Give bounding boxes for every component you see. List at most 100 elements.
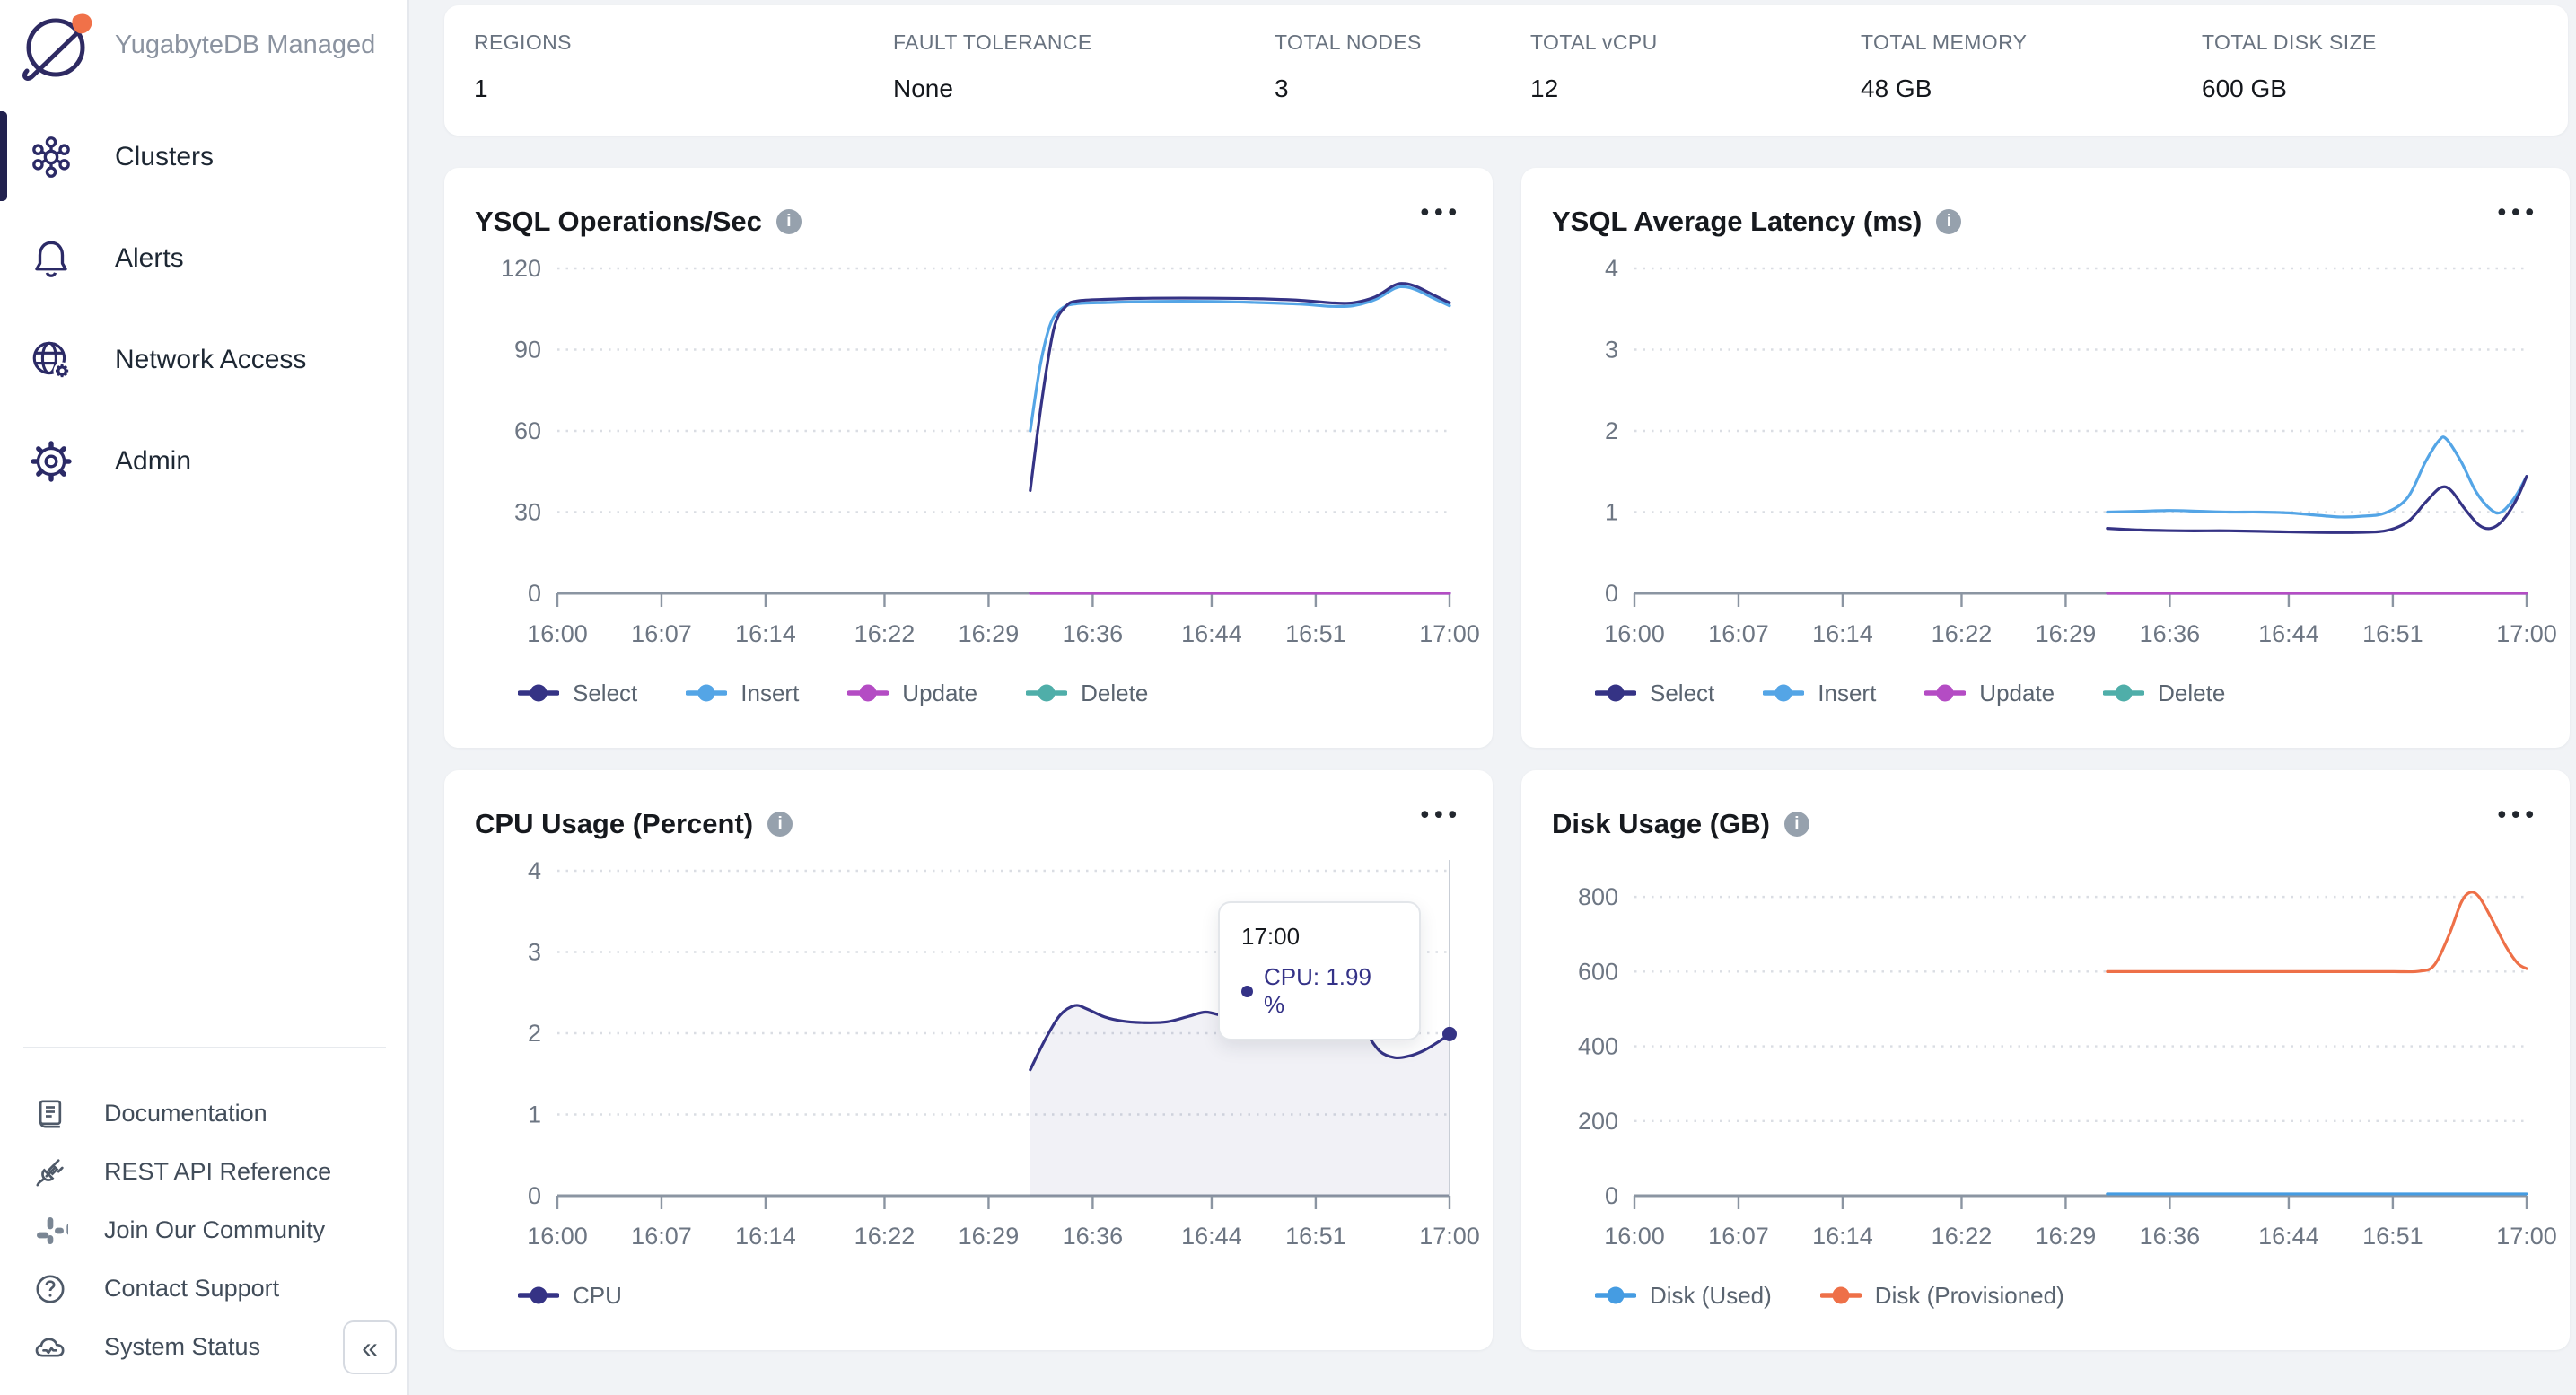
svg-text:16:00: 16:00 — [1604, 620, 1665, 647]
brand-name: YugabyteDB Managed — [115, 30, 376, 59]
info-icon[interactable]: i — [1936, 209, 1962, 234]
legend-item[interactable]: Update — [1924, 680, 2055, 707]
svg-text:1: 1 — [1605, 499, 1618, 526]
svg-text:4: 4 — [1605, 255, 1618, 282]
svg-text:1: 1 — [528, 1101, 541, 1128]
card-menu-button[interactable]: ••• — [1420, 801, 1462, 828]
sidebar-item-clusters[interactable]: Clusters — [0, 106, 407, 207]
card-menu-button[interactable]: ••• — [2497, 801, 2539, 828]
gear-icon — [31, 440, 72, 482]
sidebar-link-label: Documentation — [104, 1100, 267, 1127]
legend-marker — [686, 684, 728, 702]
legend-marker — [847, 684, 889, 702]
sidebar-link-system-status[interactable]: System Status — [0, 1318, 407, 1376]
legend-item[interactable]: Delete — [2103, 680, 2225, 707]
sidebar-link-documentation[interactable]: Documentation — [0, 1084, 407, 1143]
ysql-operations-chart[interactable]: 0 30 60 90 120 16:00 16:07 16:14 16:22 16:29 16:36… — [475, 249, 1480, 671]
legend-item[interactable]: Delete — [1026, 680, 1148, 707]
tooltip-time: 17:00 — [1241, 923, 1301, 950]
ysql-latency-chart[interactable]: 0 1 2 3 4 16:00 16:07 16:14 16:22 16:29 16:36 16:44… — [1552, 249, 2557, 671]
disk-usage-chart[interactable]: 0 200 400 600 800 16:00 16:07 16:14 16:22 16:29 16… — [1552, 851, 2557, 1273]
svg-text:16:14: 16:14 — [735, 620, 796, 647]
sidebar-collapse-button[interactable]: « — [343, 1320, 397, 1374]
card-menu-button[interactable]: ••• — [2497, 198, 2539, 225]
legend-marker — [1595, 684, 1636, 702]
svg-text:2: 2 — [528, 1020, 541, 1047]
legend-label: Update — [1979, 679, 2055, 706]
legend-item[interactable]: Select — [518, 680, 637, 707]
sidebar-link-community[interactable]: Join Our Community — [0, 1201, 407, 1259]
stat-value: None — [893, 75, 953, 102]
svg-text:16:07: 16:07 — [1708, 620, 1769, 647]
svg-text:800: 800 — [1578, 883, 1618, 910]
legend-marker — [518, 1286, 559, 1304]
svg-text:200: 200 — [1578, 1108, 1618, 1135]
legend-label: Select — [1650, 679, 1715, 706]
sidebar-item-admin[interactable]: Admin — [0, 410, 407, 512]
svg-text:2: 2 — [1605, 417, 1618, 444]
chart-legend: CPU — [518, 1273, 1462, 1318]
chart-title: YSQL Operations/Sec — [475, 206, 762, 237]
legend-marker — [1819, 1286, 1862, 1304]
legend-item[interactable]: Update — [847, 680, 977, 707]
chart-tooltip: 17:00 CPU: 1.99 % — [1218, 901, 1421, 1040]
sidebar-link-label: Contact Support — [104, 1275, 280, 1302]
ysql-latency-card: YSQL Average Latency (ms) i ••• 0 1 2 3 4 16:… — [1521, 168, 2570, 748]
legend-marker — [1026, 684, 1068, 702]
svg-text:16:22: 16:22 — [854, 1223, 916, 1250]
cloud-status-icon — [35, 1338, 65, 1356]
svg-text:16:36: 16:36 — [2140, 620, 2201, 647]
tooltip-value-label: CPU: 1.99 % — [1264, 963, 1371, 1018]
stat-label: TOTAL vCPU — [1530, 31, 1658, 54]
card-menu-button[interactable]: ••• — [1420, 198, 1462, 225]
sidebar-link-support[interactable]: Contact Support — [0, 1259, 407, 1318]
svg-text:17:00: 17:00 — [1419, 1223, 1480, 1250]
legend-label: Disk (Provisioned) — [1874, 1281, 2064, 1309]
svg-text:4: 4 — [528, 857, 541, 884]
legend-item[interactable]: Disk (Used) — [1595, 1282, 1772, 1310]
cpu-usage-card: CPU Usage (Percent) i ••• 0 1 2 3 4 16:00 16:0… — [444, 770, 1493, 1350]
stat-label: TOTAL MEMORY — [1861, 31, 2028, 54]
legend-item[interactable]: Insert — [1763, 680, 1876, 707]
cluster-summary-bar: REGIONS 1 FAULT TOLERANCE None TOTAL NOD… — [444, 5, 2568, 136]
legend-item[interactable]: Disk (Provisioned) — [1819, 1281, 2064, 1310]
stat-regions: REGIONS 1 — [474, 31, 893, 136]
svg-text:16:51: 16:51 — [1285, 1223, 1346, 1250]
svg-text:16:07: 16:07 — [631, 1223, 692, 1250]
globe-gear-icon — [32, 341, 71, 380]
svg-text:16:22: 16:22 — [854, 620, 916, 647]
sidebar-link-label: System Status — [104, 1333, 261, 1360]
info-icon[interactable]: i — [1783, 812, 1809, 837]
sidebar-link-rest-api[interactable]: REST API Reference — [0, 1143, 407, 1201]
legend-marker — [518, 684, 559, 702]
main-content: REGIONS 1 FAULT TOLERANCE None TOTAL NOD… — [444, 0, 2572, 1395]
legend-item[interactable]: Insert — [686, 680, 799, 707]
legend-item[interactable]: CPU — [518, 1282, 622, 1310]
cpu-usage-chart[interactable]: 0 1 2 3 4 16:00 16:07 16:14 16:22 16:29 16:36 16:44… — [475, 851, 1480, 1273]
svg-text:17:00: 17:00 — [1419, 620, 1480, 647]
info-icon[interactable]: i — [775, 209, 802, 234]
sidebar-link-label: REST API Reference — [104, 1158, 332, 1185]
svg-text:0: 0 — [528, 580, 541, 607]
svg-text:16:07: 16:07 — [631, 620, 692, 647]
svg-text:16:44: 16:44 — [2258, 620, 2319, 647]
svg-text:16:29: 16:29 — [2036, 620, 2097, 647]
sidebar-item-alerts[interactable]: Alerts — [0, 207, 407, 309]
sidebar-item-label: Network Access — [115, 344, 307, 374]
legend-label: Select — [573, 679, 638, 706]
svg-text:60: 60 — [514, 417, 541, 444]
stat-total-disk-size: TOTAL DISK SIZE 600 GB — [2202, 31, 2377, 136]
legend-marker — [1924, 684, 1967, 702]
sidebar-item-network-access[interactable]: Network Access — [0, 309, 407, 410]
legend-label: Disk (Used) — [1650, 1281, 1772, 1309]
legend-item[interactable]: Select — [1595, 680, 1714, 707]
sidebar: YugabyteDB Managed Clusters Alerts — [0, 0, 409, 1395]
question-circle-icon — [36, 1275, 65, 1303]
sidebar-divider — [23, 1047, 386, 1048]
svg-text:16:51: 16:51 — [1285, 620, 1346, 647]
svg-text:30: 30 — [514, 499, 541, 526]
tooltip-series-dot — [1241, 985, 1253, 997]
info-icon[interactable]: i — [767, 812, 793, 837]
stat-value: 600 GB — [2202, 75, 2287, 102]
sidebar-link-label: Join Our Community — [104, 1216, 326, 1243]
